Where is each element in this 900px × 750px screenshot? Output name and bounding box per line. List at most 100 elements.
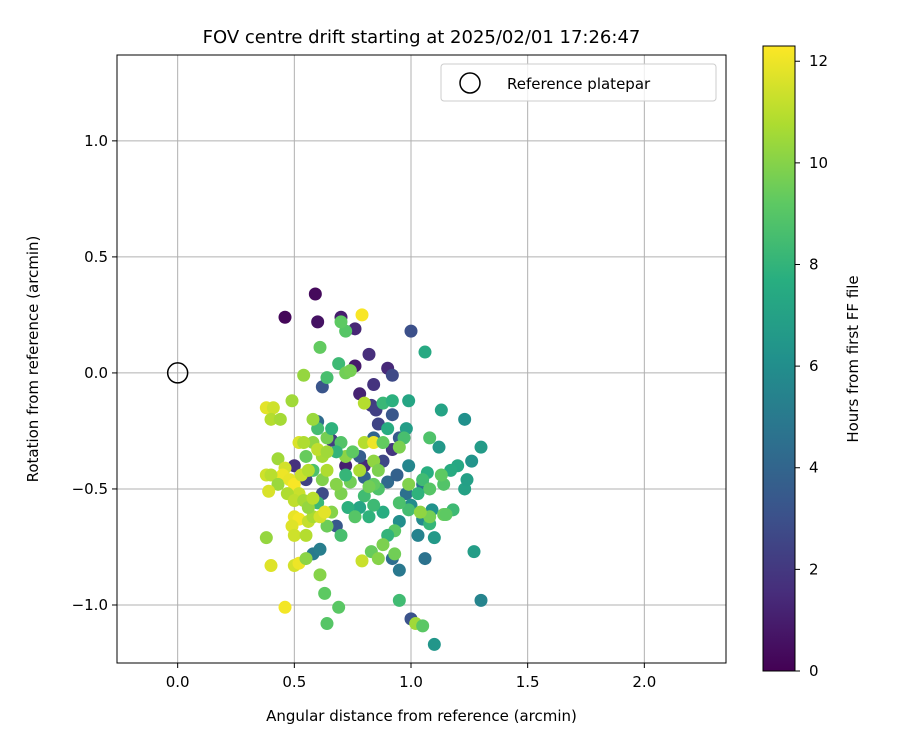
scatter-point [339, 468, 353, 482]
scatter-point [297, 368, 311, 382]
x-tick-label: 2.0 [632, 673, 656, 691]
scatter-point [339, 459, 353, 473]
scatter-point [271, 452, 285, 466]
scatter-point [320, 519, 334, 533]
scatter-point [381, 422, 395, 436]
scatter-point [320, 371, 334, 385]
legend-marker-icon [459, 72, 481, 94]
scatter-point [301, 463, 315, 477]
scatter-point [348, 510, 362, 524]
colorbar-gradient [762, 45, 796, 672]
scatter-point [371, 463, 385, 477]
scatter-point [439, 507, 453, 521]
scatter-point [334, 315, 348, 329]
scatter-point [318, 505, 332, 519]
scatter-point [325, 422, 339, 436]
scatter-point [278, 600, 292, 614]
scatter-point [264, 559, 278, 573]
colorbar-tick-label: 2 [809, 560, 819, 578]
scatter-point [285, 394, 299, 408]
chart-title: FOV centre drift starting at 2025/02/01 … [203, 27, 641, 48]
scatter-point [299, 552, 313, 566]
x-tick-label: 0.5 [282, 673, 306, 691]
scatter-point [318, 586, 332, 600]
colorbar-tick-label: 10 [809, 154, 828, 172]
scatter-point [264, 468, 278, 482]
scatter-point [353, 463, 367, 477]
colorbar: 0 2 4 6 8 10 12 Hours from first FF file [762, 45, 862, 680]
x-tick-label: 0.0 [166, 673, 190, 691]
scatter-point [362, 347, 376, 361]
scatter-point [474, 440, 488, 454]
y-tick-label: −1.0 [72, 596, 108, 614]
scatter-point [329, 445, 343, 459]
x-tick-label: 1.5 [516, 673, 540, 691]
y-axis-label: Rotation from reference (arcmin) [24, 236, 42, 483]
scatter-point [376, 505, 390, 519]
scatter-point [266, 401, 280, 415]
scatter-point [413, 505, 427, 519]
scatter-point [287, 494, 301, 508]
x-axis-label: Angular distance from reference (arcmin) [266, 707, 577, 725]
scatter-point [355, 308, 369, 322]
scatter-point [416, 619, 430, 633]
scatter-point [308, 287, 322, 301]
colorbar-tick-label: 0 [809, 662, 819, 680]
colorbar-tick-label: 12 [809, 52, 828, 70]
scatter-point [465, 454, 479, 468]
scatter-point [287, 528, 301, 542]
legend-label: Reference platepar [507, 75, 651, 93]
scatter-point [362, 480, 376, 494]
scatter-point [474, 593, 488, 607]
scatter-point [367, 436, 381, 450]
scatter-point [385, 394, 399, 408]
reference-marker [166, 362, 189, 384]
scatter-point [357, 396, 371, 410]
colorbar-tick-label: 8 [809, 255, 819, 273]
scatter-point [460, 473, 474, 487]
scatter-point [313, 340, 327, 354]
scatter-point [278, 310, 292, 324]
scatter-point [259, 531, 273, 545]
scatter-point [458, 412, 472, 426]
scatter-point [411, 487, 425, 501]
scatter-point [367, 378, 381, 392]
scatter-point [467, 545, 481, 559]
scatter-point [434, 468, 448, 482]
scatter-point [402, 459, 416, 473]
scatter-point [371, 552, 385, 566]
scatter-point [392, 563, 406, 577]
scatter-point [332, 600, 346, 614]
scatter-point [392, 440, 406, 454]
scatter-point [343, 364, 357, 378]
scatter-point [299, 528, 313, 542]
scatter-point [402, 394, 416, 408]
scatter-point [273, 412, 287, 426]
scatter-point [299, 449, 313, 463]
scatter-point [313, 542, 327, 556]
scatter-point [402, 477, 416, 491]
scatter-point [388, 547, 402, 561]
scatter-point [306, 491, 320, 505]
scatter-point [355, 554, 369, 568]
scatter-point [402, 503, 416, 517]
scatter-point [362, 510, 376, 524]
scatter-point [320, 463, 334, 477]
scatter-point [376, 538, 390, 552]
scatter-point [434, 403, 448, 417]
scatter-point [367, 498, 381, 512]
plot-frame [116, 54, 727, 664]
scatter-point [432, 440, 446, 454]
colorbar-ticks: 0 2 4 6 8 10 12 [795, 52, 828, 680]
y-tick-label: 0.0 [84, 364, 108, 382]
scatter-point [313, 568, 327, 582]
scatter-point [334, 528, 348, 542]
scatter-point [376, 436, 390, 450]
legend: Reference platepar [440, 63, 717, 102]
scatter-point [311, 315, 325, 329]
y-tick-label: −0.5 [72, 480, 108, 498]
scatter-point [423, 431, 437, 445]
scatter-point [390, 468, 404, 482]
x-tick-label: 1.0 [399, 673, 423, 691]
